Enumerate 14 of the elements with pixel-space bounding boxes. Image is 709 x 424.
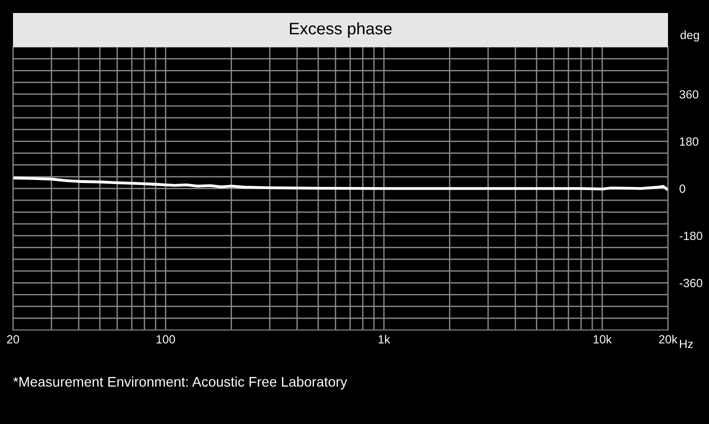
x-tick-label: 20 xyxy=(7,335,20,344)
x-axis-title: Hz xyxy=(680,340,693,348)
y-tick-label: 180 xyxy=(680,137,698,146)
y-tick-label: 0 xyxy=(680,184,686,193)
y-tick-label: 360 xyxy=(680,90,698,99)
x-tick-label: 10k xyxy=(594,334,612,344)
y-axis-title: deg xyxy=(680,30,699,42)
y-tick-label: -360 xyxy=(680,278,702,288)
x-tick-label: 20k xyxy=(659,334,678,344)
chart-title: Excess phase xyxy=(290,22,392,38)
y-tick-label: -180 xyxy=(680,232,702,240)
x-tick-label: 1k xyxy=(378,334,390,344)
text: *Measurement Environment: Acoustic Free Laboratory xyxy=(13,376,348,390)
x-tick-label: 100 xyxy=(156,335,175,344)
